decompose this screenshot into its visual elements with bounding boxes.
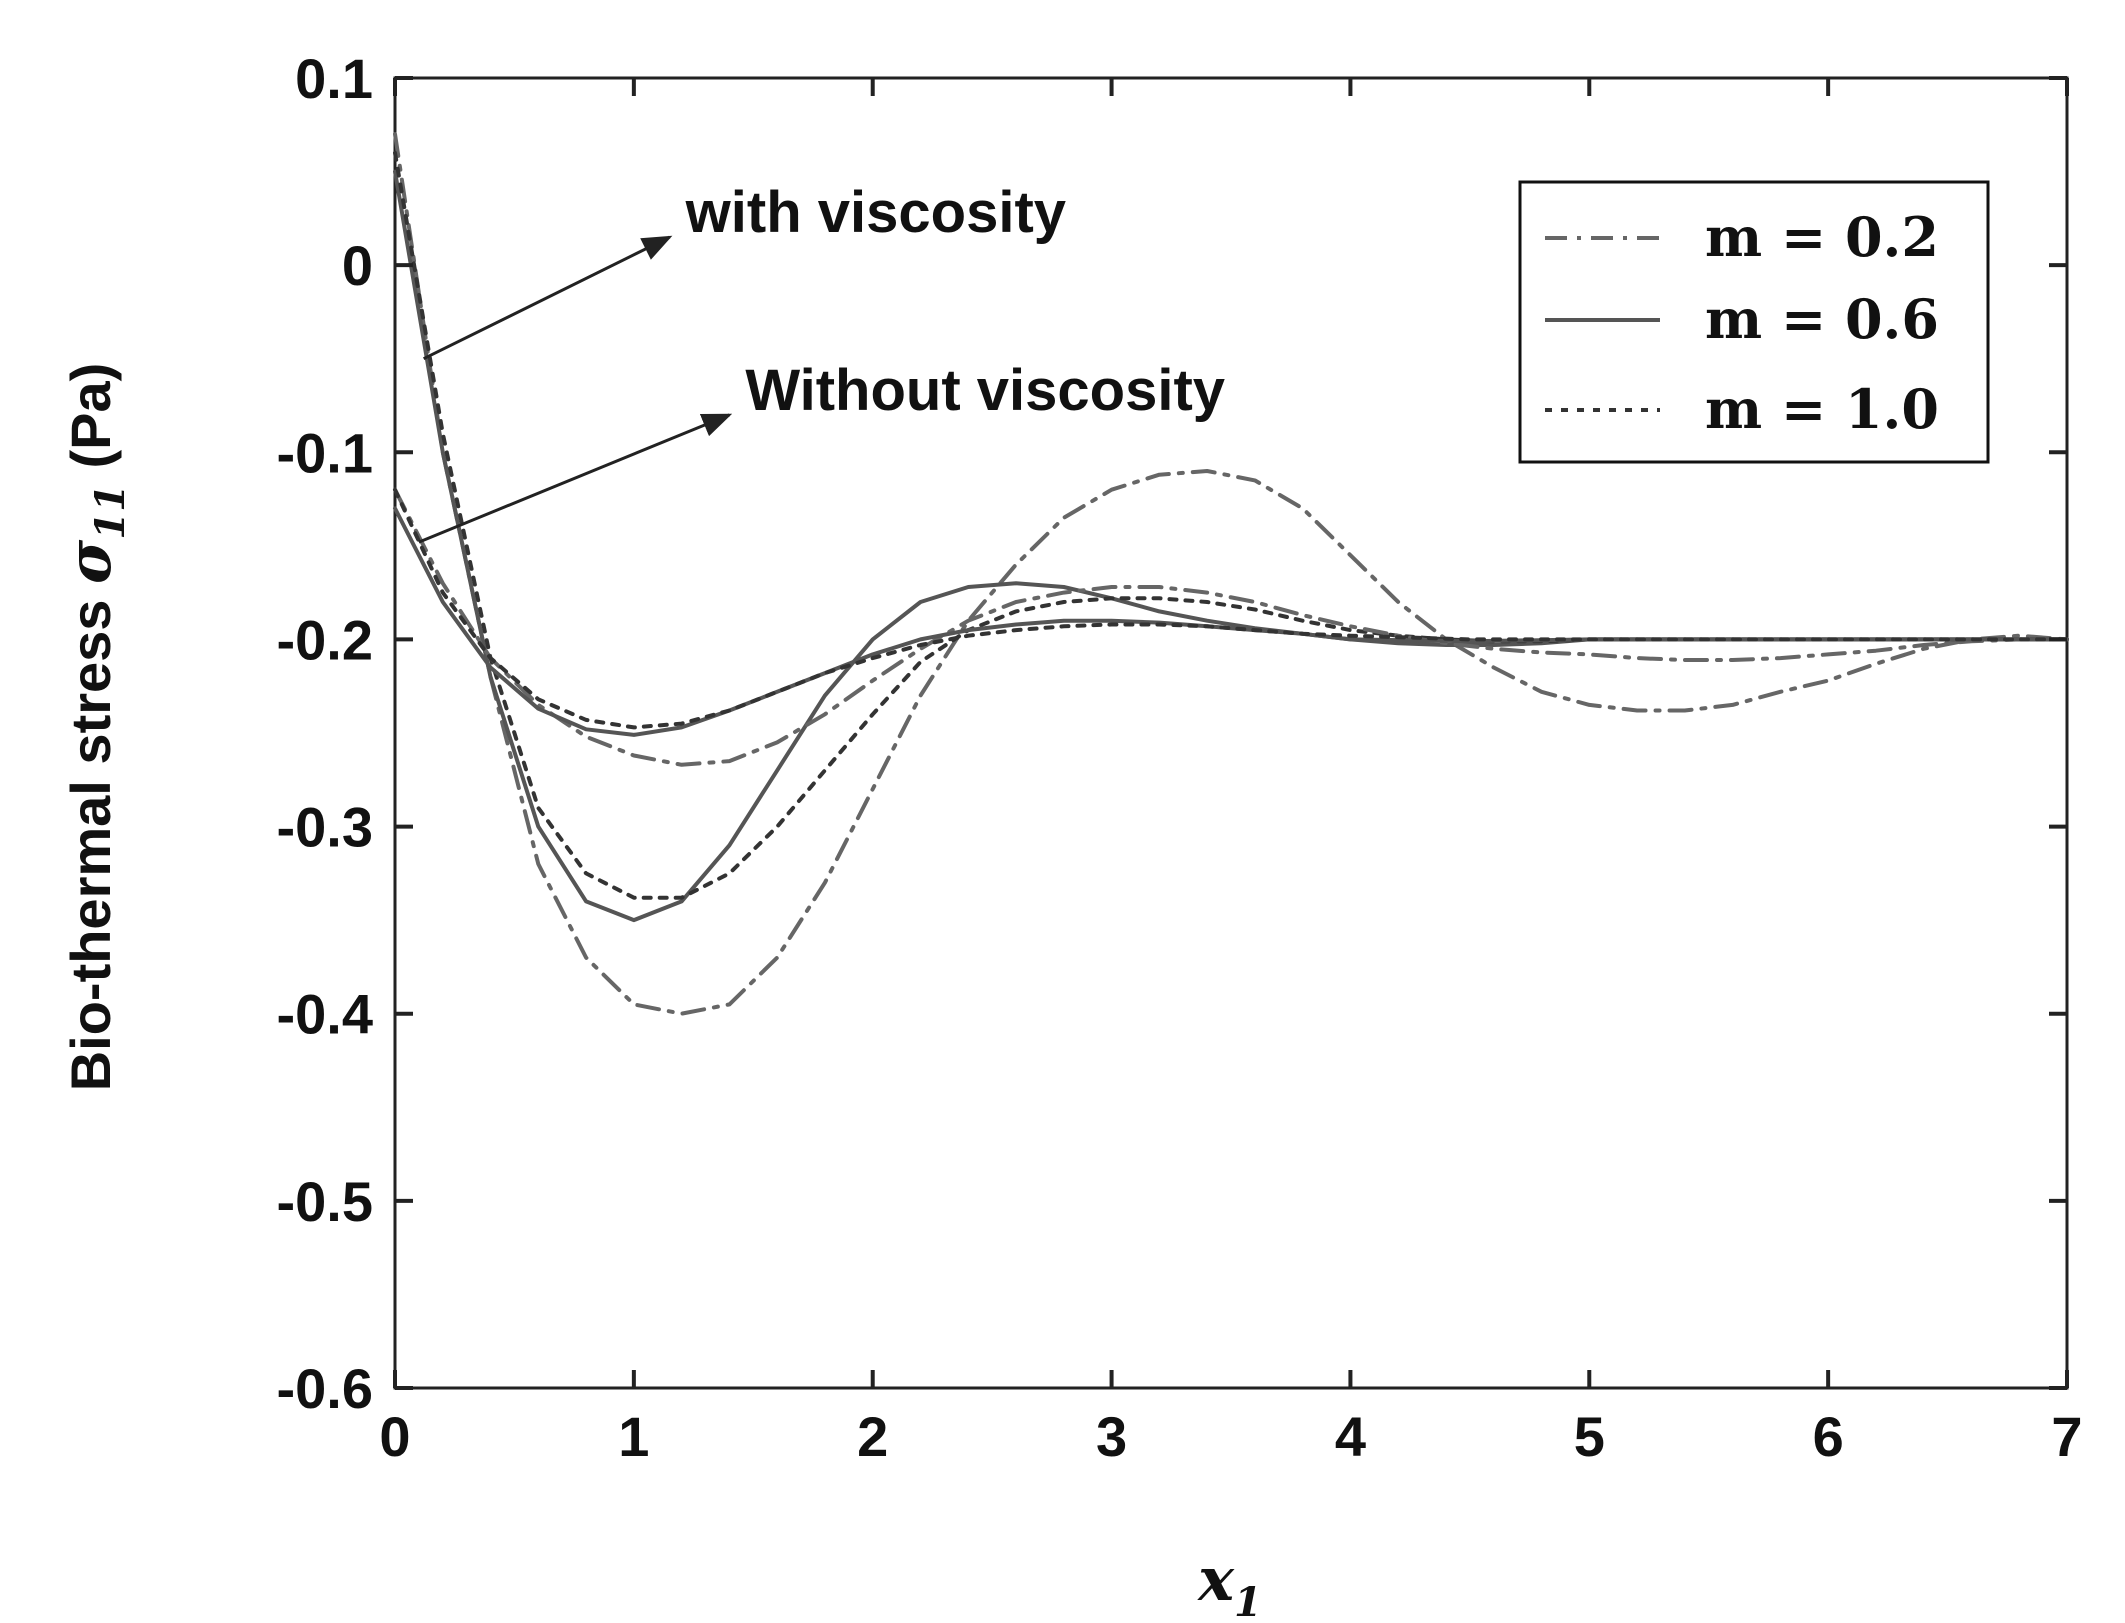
x-tick-label-2: 2: [857, 1405, 888, 1468]
annotation-label-1: Without viscosity: [745, 358, 1225, 423]
annotation-arrow-0: [422, 235, 673, 361]
legend-label-m-0-6: m = 0.6: [1705, 287, 1939, 351]
x-axis-title: x1: [1196, 1545, 1262, 1623]
legend: m = 0.2 m = 0.6 m = 1.0: [1518, 180, 1990, 464]
annotation-arrow-1: [418, 413, 733, 544]
y-tick-label-4: -0.3: [277, 796, 374, 859]
x-tick-label-0: 0: [379, 1405, 410, 1468]
x-tick-label-1: 1: [618, 1405, 649, 1468]
x-tick-label-3: 3: [1096, 1405, 1127, 1468]
y-tick-label-7: -0.6: [277, 1357, 374, 1420]
y-tick-label-6: -0.5: [277, 1170, 374, 1233]
series-line-3: [393, 487, 2069, 767]
series-line-5: [393, 487, 2069, 730]
y-tick-label-3: -0.2: [277, 608, 374, 671]
legend-label-m-0-2: m = 0.2: [1705, 205, 1939, 269]
x-tick-label-5: 5: [1574, 1405, 1605, 1468]
y-tick-label-0: 0.1: [295, 47, 373, 110]
x-tick-label-4: 4: [1335, 1405, 1366, 1468]
y-axis-title: Bio-thermal stress σ11 (Pa): [55, 363, 134, 1092]
tick-layer: 0 1 2 3 4 5 6 7 0.1 0 -0.1 -0.2 -0.3 -0.4 -0.5 -0.6: [277, 47, 2083, 1468]
legend-entry-m-1-0: m = 1.0: [1545, 377, 1939, 441]
y-tick-label-2: -0.1: [277, 421, 374, 484]
y-tick-label-5: -0.4: [277, 983, 374, 1046]
legend-entry-m-0-6: m = 0.6: [1545, 287, 1939, 351]
legend-label-m-1-0: m = 1.0: [1705, 377, 1939, 441]
plot-frame: [393, 76, 2069, 1390]
x-tick-label-6: 6: [1813, 1405, 1844, 1468]
series-line-4: [393, 506, 2069, 737]
series-layer: [393, 132, 2069, 1016]
x-tick-label-7: 7: [2051, 1405, 2082, 1468]
annotation-layer: with viscosity Without viscosity: [418, 180, 1225, 544]
series-line-0: [393, 132, 2069, 1016]
annotation-label-0: with viscosity: [685, 180, 1066, 245]
y-tick-label-1: 0: [342, 234, 373, 297]
legend-entry-m-0-2: m = 0.2: [1545, 205, 1939, 269]
